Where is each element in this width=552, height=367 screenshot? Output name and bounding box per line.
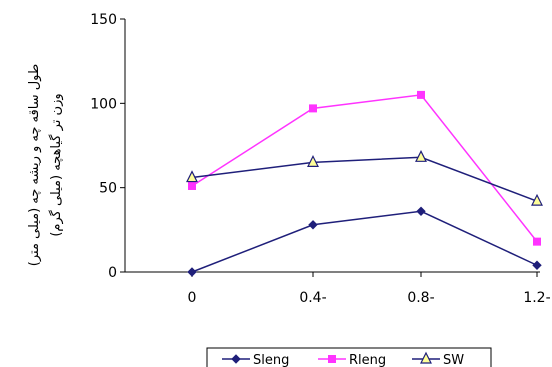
y-tick-group: 0 50 100 150 — [90, 12, 125, 281]
legend: Sleng Rleng SW — [206, 347, 492, 367]
y-tick-label: 50 — [99, 181, 117, 197]
legend-sw-marker — [420, 351, 432, 364]
rleng-data-point — [533, 237, 541, 246]
x-tick-label: 1.2- — [523, 290, 550, 306]
sleng-series-line — [191, 210, 538, 273]
plot-area — [186, 90, 543, 277]
sleng-data-point — [187, 267, 197, 277]
sw-data-point — [415, 149, 427, 162]
y-axis-label-line-2: وزن تر گیاهچه (میلی گرم) — [48, 93, 64, 236]
sw-data-point — [186, 170, 198, 183]
sleng-data-point — [416, 206, 426, 216]
rleng-data-point — [188, 181, 196, 190]
x-tick-group: 0 0.4- 0.8- 1.2- — [188, 272, 551, 306]
sleng-data-point — [308, 220, 318, 230]
legend-rleng-marker — [328, 355, 336, 363]
legend-sw-label: SW — [443, 353, 464, 367]
x-tick-label: 0 — [188, 290, 197, 306]
sw-data-point — [307, 155, 319, 167]
sleng-data-point — [532, 260, 542, 270]
legend-rleng-label: Rleng — [349, 353, 386, 367]
y-axis-label-line-1: طول ساقه چه و ریشه چه (میلی متر) — [27, 64, 42, 266]
y-tick-label: 0 — [108, 265, 117, 281]
y-tick-label: 150 — [90, 12, 117, 28]
rleng-series-line — [191, 94, 538, 243]
rleng-data-point — [309, 104, 317, 113]
legend-sleng-marker — [231, 354, 241, 364]
x-tick-label: 0.4- — [299, 290, 326, 306]
y-tick-label: 100 — [90, 96, 117, 112]
legend-box — [206, 347, 492, 367]
sw-series-line — [191, 156, 538, 202]
rleng-data-point — [417, 90, 425, 99]
sw-data-point — [531, 193, 543, 206]
x-tick-label: 0.8- — [407, 290, 434, 306]
legend-sleng-label: Sleng — [253, 353, 289, 367]
